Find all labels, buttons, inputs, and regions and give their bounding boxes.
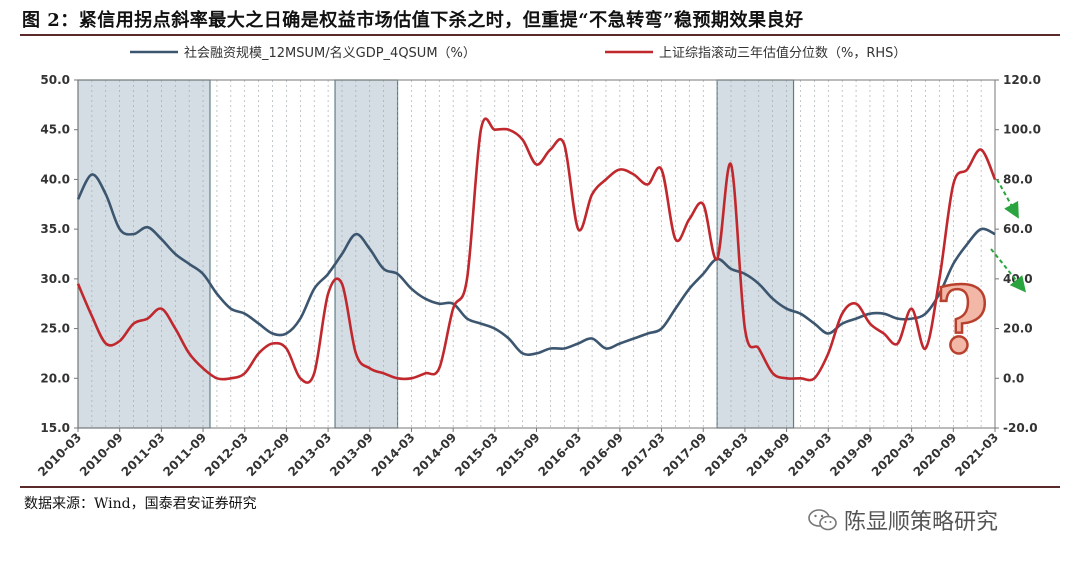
y-left-tick-label: 45.0 <box>40 123 70 137</box>
watermark: 陈显顺策略研究 <box>808 504 998 536</box>
y-right-tick-label: 100.0 <box>1003 123 1041 137</box>
x-tick-label: 2013-09 <box>327 430 376 479</box>
plot-area: 15.0 20.0 25.0 30.0 35.0 40.0 45.0 50.0 -20.0 0.0… <box>35 73 1041 479</box>
x-tick-label: 2015-03 <box>452 430 501 479</box>
legend: 社会融资规模_12MSUM/名义GDP_4QSUM（%） 上证综指滚动三年估值分位… <box>130 45 906 61</box>
x-tick-label: 2010-03 <box>35 430 84 479</box>
legend-label-valuation-percentile: 上证综指滚动三年估值分位数（%，RHS） <box>659 45 906 61</box>
y-left-tick-label: 30.0 <box>40 272 70 286</box>
y-left-tick-label: 50.0 <box>40 73 70 87</box>
y-left-tick-label: 25.0 <box>40 322 70 336</box>
y-left-tick-label: 40.0 <box>40 172 70 186</box>
x-tick-label: 2019-09 <box>827 430 876 479</box>
question-mark-annotation: ? <box>935 266 989 374</box>
y-right-tick-label: -20.0 <box>1003 421 1038 435</box>
x-tick-label: 2010-09 <box>77 430 126 479</box>
x-tick-label: 2016-03 <box>535 430 584 479</box>
x-tick-label: 2014-03 <box>369 430 418 479</box>
x-tick-label: 2019-03 <box>786 430 835 479</box>
watermark-text: 陈显顺策略研究 <box>844 510 999 535</box>
x-tick-label: 2016-09 <box>577 430 626 479</box>
x-tick-label: 2020-03 <box>869 430 918 479</box>
y-right-tick-label: 60.0 <box>1003 222 1033 236</box>
x-tick-label: 2013-03 <box>285 430 334 479</box>
x-tick-label: 2011-03 <box>119 430 168 479</box>
x-tick-label: 2020-09 <box>911 430 960 479</box>
y-right-tick-label: 120.0 <box>1003 73 1041 87</box>
shaded-period-1 <box>77 79 211 429</box>
x-tick-label: 2011-09 <box>160 430 209 479</box>
x-tick-label: 2021-03 <box>952 430 1001 479</box>
x-tick-label: 2014-09 <box>410 430 459 479</box>
projection-arrow-2 <box>990 248 1027 293</box>
bottom-rule <box>20 486 1060 488</box>
y-left-tick-label: 35.0 <box>40 222 70 236</box>
x-tick-label: 2017-03 <box>619 430 668 479</box>
series-line-social-financing <box>76 173 996 357</box>
title-rule <box>20 34 1060 36</box>
x-tick-label: 2018-09 <box>744 430 793 479</box>
x-tick-label: 2012-03 <box>202 430 251 479</box>
source-note: 数据来源：Wind，国泰君安证券研究 <box>24 496 257 512</box>
x-tick-label: 2017-09 <box>661 430 710 479</box>
x-tick-label: 2018-03 <box>702 430 751 479</box>
series-line-valuation-percentile <box>76 117 997 384</box>
wechat-icon <box>808 509 837 531</box>
legend-label-social-financing: 社会融资规模_12MSUM/名义GDP_4QSUM（%） <box>184 45 476 61</box>
x-tick-label: 2012-09 <box>244 430 293 479</box>
x-tick-label: 2015-09 <box>494 430 543 479</box>
figure-title: 图 2：紧信用拐点斜率最大之日确是权益市场估值下杀之时，但重提“不急转弯”稳预期… <box>22 10 804 31</box>
projection-arrow-1 <box>996 178 1019 219</box>
y-right-tick-label: 80.0 <box>1003 172 1033 186</box>
y-right-tick-label: 0.0 <box>1003 371 1024 385</box>
y-left-tick-label: 20.0 <box>40 371 70 385</box>
shaded-period-3 <box>716 79 795 429</box>
chart: 社会融资规模_12MSUM/名义GDP_4QSUM（%） 上证综指滚动三年估值分位… <box>35 45 1041 479</box>
y-left-tick-label: 15.0 <box>40 421 70 435</box>
y-right-tick-label: 20.0 <box>1003 322 1033 336</box>
